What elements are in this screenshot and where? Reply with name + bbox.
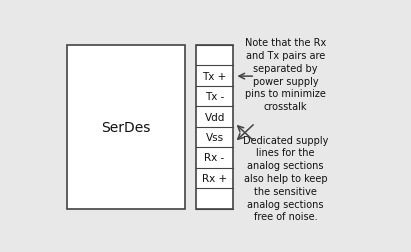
Text: Vdd: Vdd (204, 112, 225, 122)
Bar (196, 46, 233, 209)
Text: Tx +: Tx + (203, 71, 227, 81)
Text: Rx +: Rx + (202, 173, 227, 183)
Text: SerDes: SerDes (102, 120, 151, 134)
Text: Note that the Rx
and Tx pairs are
separated by
power supply
pins to minimize
cro: Note that the Rx and Tx pairs are separa… (245, 38, 326, 112)
Text: Rx -: Rx - (205, 153, 225, 163)
Text: Tx -: Tx - (205, 92, 224, 102)
Bar (67, 46, 185, 209)
Text: Vss: Vss (206, 133, 224, 142)
Text: Dedicated supply
lines for the
analog sections
also help to keep
the sensitive
a: Dedicated supply lines for the analog se… (243, 135, 328, 222)
